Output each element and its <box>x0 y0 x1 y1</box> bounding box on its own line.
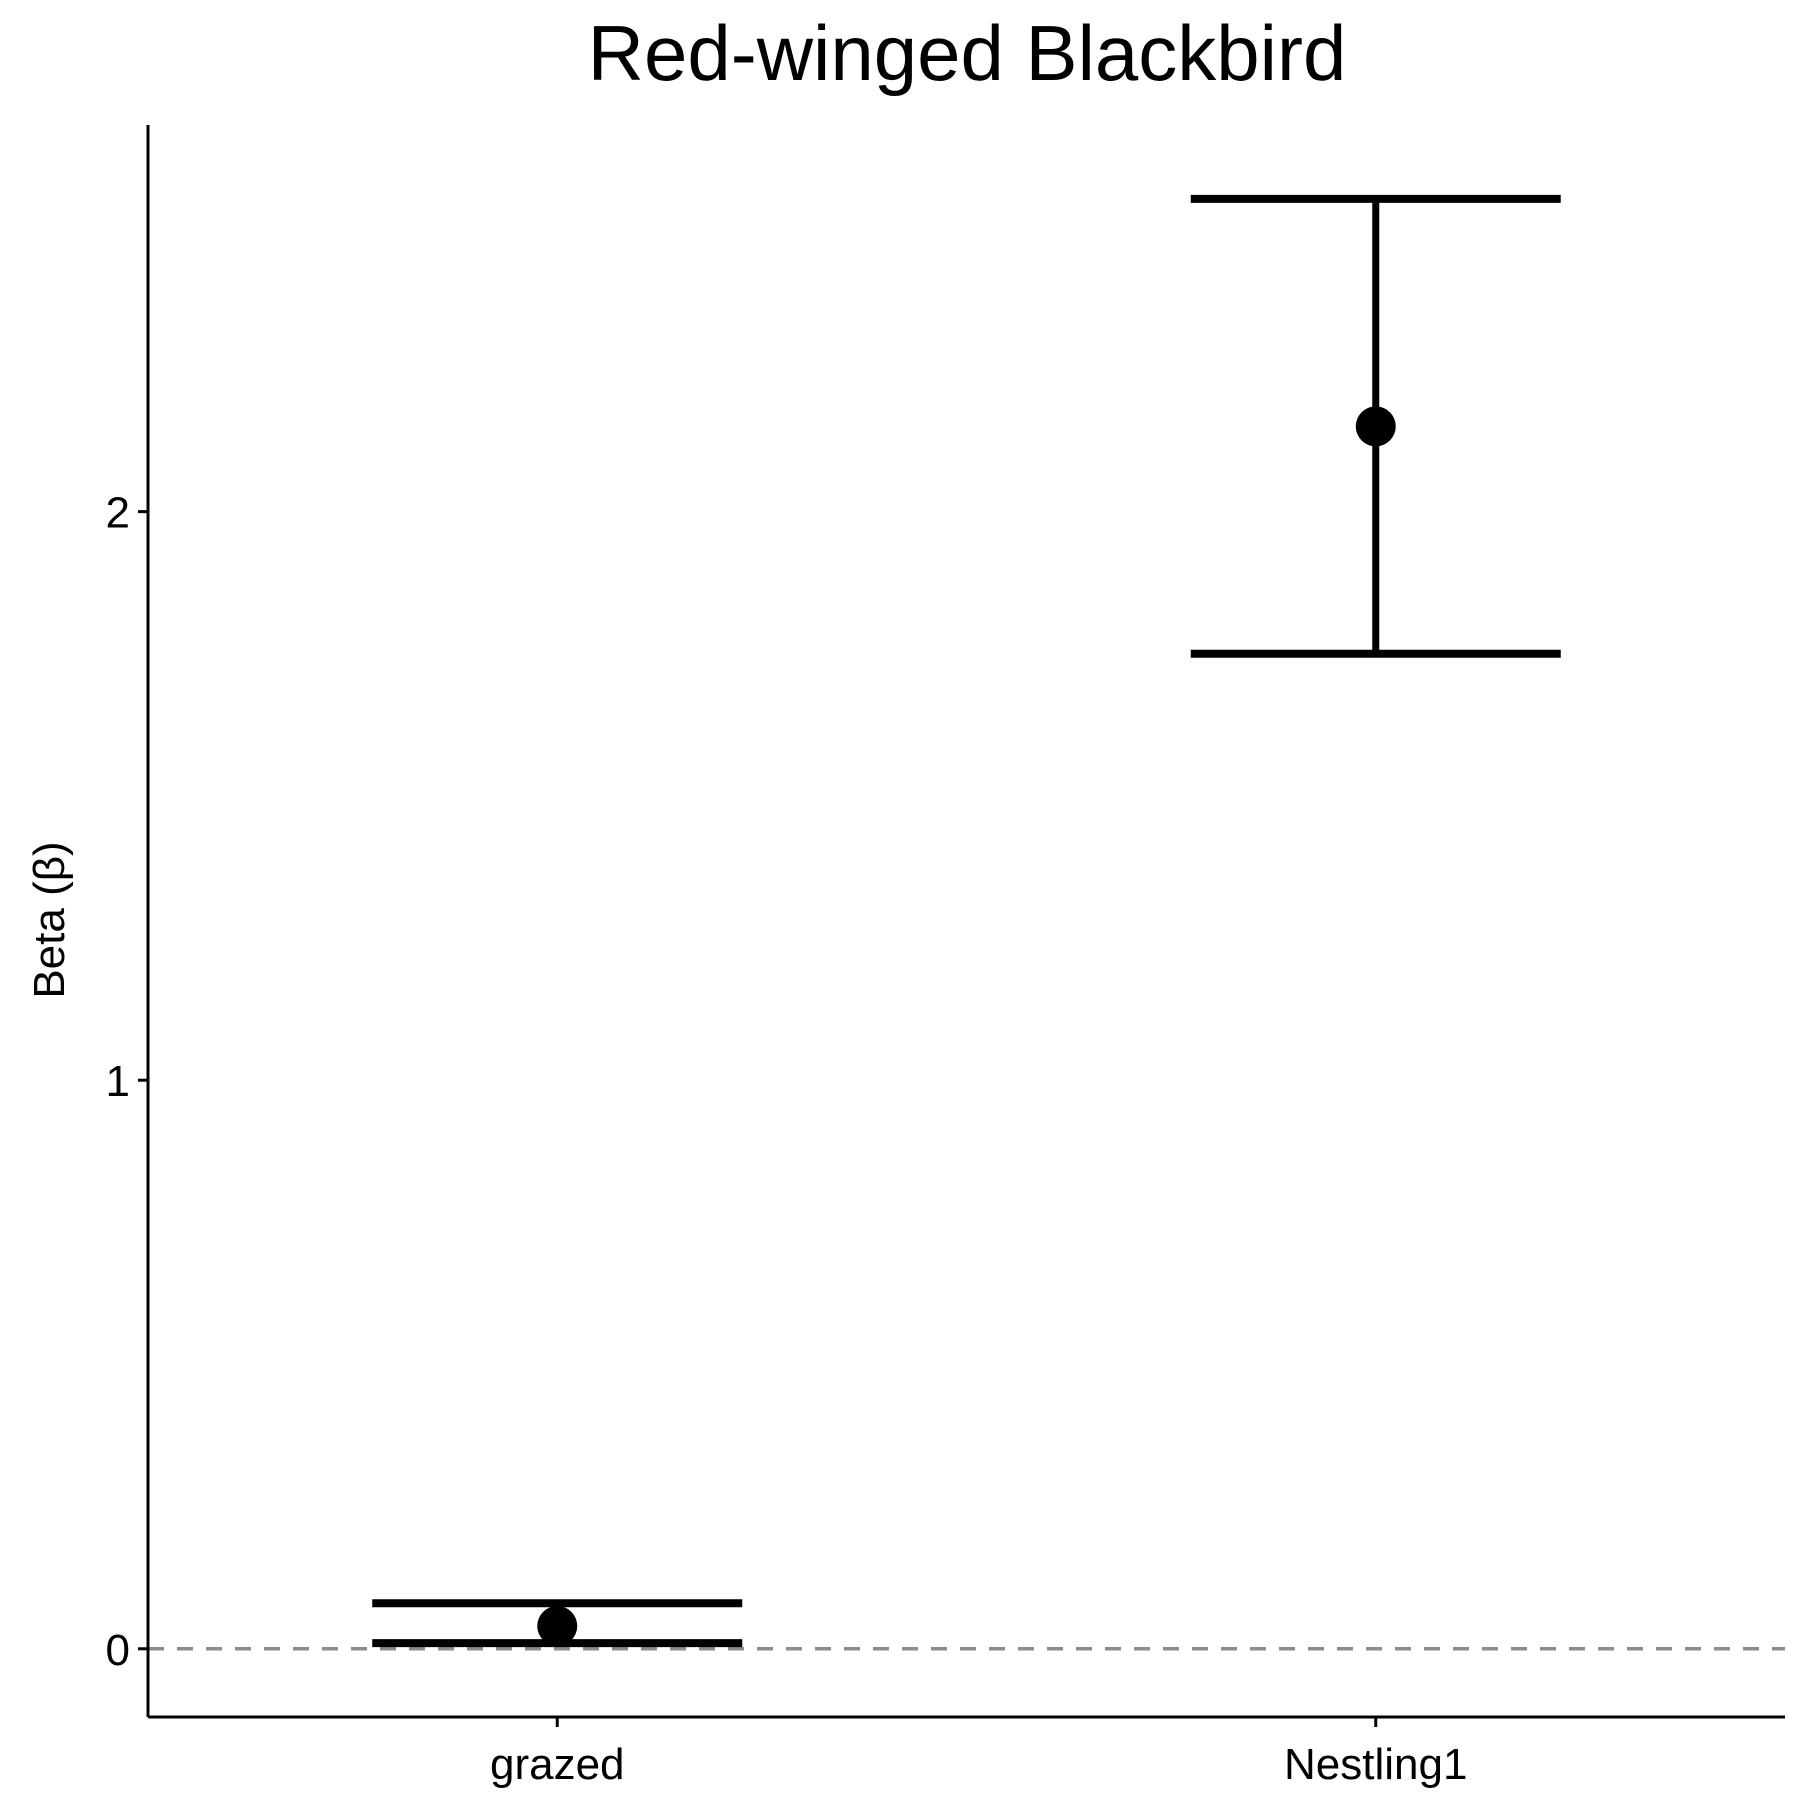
x-tick-label: Nestling1 <box>1284 1740 1467 1789</box>
y-tick-label: 1 <box>106 1057 130 1106</box>
chart-title: Red-winged Blackbird <box>588 9 1347 97</box>
x-tick-label: grazed <box>490 1740 625 1789</box>
plot-area: 0 1 2 grazed Nestling1 <box>106 125 1785 1789</box>
y-axis-title: Beta (β) <box>25 841 74 998</box>
estimate-point <box>1355 406 1396 447</box>
y-tick-label: 2 <box>106 489 130 538</box>
estimate-point <box>537 1606 578 1647</box>
y-tick-label: 0 <box>106 1626 130 1675</box>
